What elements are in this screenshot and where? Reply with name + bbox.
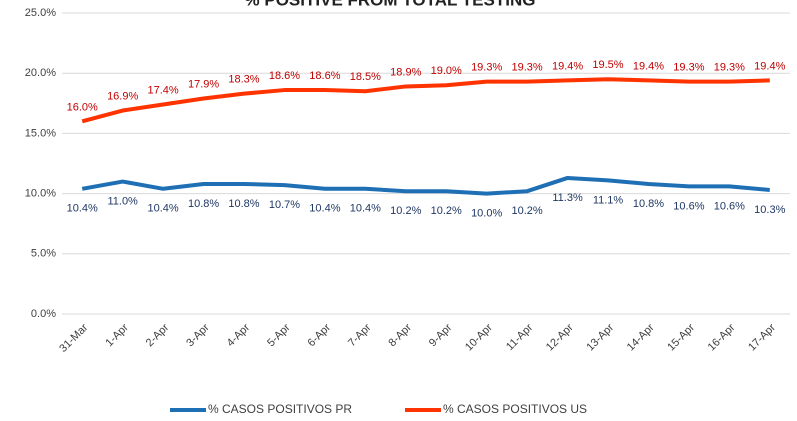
y-tick-label: 10.0% (25, 188, 56, 200)
data-label: 10.6% (714, 200, 745, 212)
x-tick-label: 13-Apr (584, 321, 616, 353)
y-tick-label: 0.0% (31, 308, 56, 320)
data-label: 10.2% (431, 205, 462, 217)
data-label: 10.4% (309, 203, 340, 215)
y-tick-label: 5.0% (31, 248, 56, 260)
data-label: 10.8% (188, 198, 219, 210)
data-label: 10.3% (754, 204, 785, 216)
data-label: 11.0% (107, 195, 138, 207)
data-label: 19.3% (471, 62, 502, 74)
data-label: 19.4% (552, 60, 583, 72)
x-tick-label: 1-Apr (103, 321, 131, 349)
data-label: 11.3% (552, 192, 583, 204)
x-tick-label: 15-Apr (665, 321, 697, 353)
data-label: 18.3% (228, 74, 259, 86)
data-label: 19.4% (633, 60, 664, 72)
data-label: 11.1% (593, 194, 624, 206)
data-label: 10.6% (673, 200, 704, 212)
y-tick-label: 20.0% (25, 67, 56, 79)
data-label: 10.8% (633, 198, 664, 210)
x-tick-label: 3-Apr (184, 321, 212, 349)
data-label: 10.4% (148, 203, 179, 215)
data-label: 10.8% (228, 198, 259, 210)
legend-label: % CASOS POSITIVOS PR (208, 402, 352, 416)
x-tick-label: 11-Apr (504, 321, 535, 352)
data-label: 10.4% (67, 203, 98, 215)
data-label: 18.6% (269, 70, 300, 82)
data-label: 16.9% (107, 90, 138, 102)
data-label: 10.2% (512, 205, 543, 217)
data-label: 10.0% (471, 208, 502, 220)
data-label: 19.5% (592, 59, 623, 71)
data-label: 18.5% (350, 71, 381, 83)
x-tick-label: 4-Apr (225, 321, 253, 349)
data-label: 19.4% (754, 60, 785, 72)
data-label: 18.6% (309, 70, 340, 82)
y-tick-label: 25.0% (25, 7, 56, 19)
legend-label: % CASOS POSITIVOS US (443, 402, 587, 416)
data-label: 17.9% (188, 78, 219, 90)
x-tick-label: 2-Apr (144, 321, 172, 349)
x-tick-label: 5-Apr (265, 321, 293, 349)
data-label: 10.7% (269, 199, 300, 211)
x-tick-label: 6-Apr (306, 321, 334, 349)
x-tick-label: 17-Apr (746, 321, 778, 353)
data-label: 19.0% (431, 65, 462, 77)
data-label: 10.4% (350, 203, 381, 215)
data-label: 19.3% (714, 62, 745, 74)
x-tick-label: 10-Apr (463, 321, 495, 353)
x-tick-label: 16-Apr (706, 321, 738, 353)
data-label: 16.0% (67, 101, 98, 113)
y-tick-label: 15.0% (25, 127, 56, 139)
data-label: 18.9% (390, 66, 421, 78)
x-tick-label: 31-Mar (57, 321, 90, 354)
x-tick-label: 8-Apr (386, 321, 414, 349)
series-line (81, 77, 770, 124)
data-label: 10.2% (390, 205, 421, 217)
data-label: 19.3% (673, 62, 704, 74)
x-tick-label: 12-Apr (544, 321, 576, 353)
data-label: 19.3% (512, 62, 543, 74)
series-line (81, 175, 770, 196)
x-tick-label: 14-Apr (625, 321, 657, 353)
x-tick-label: 9-Apr (427, 321, 455, 349)
chart-title: % POSITIVE FROM TOTAL TESTING (245, 0, 536, 9)
x-tick-label: 7-Apr (346, 321, 374, 349)
data-label: 17.4% (148, 84, 179, 96)
